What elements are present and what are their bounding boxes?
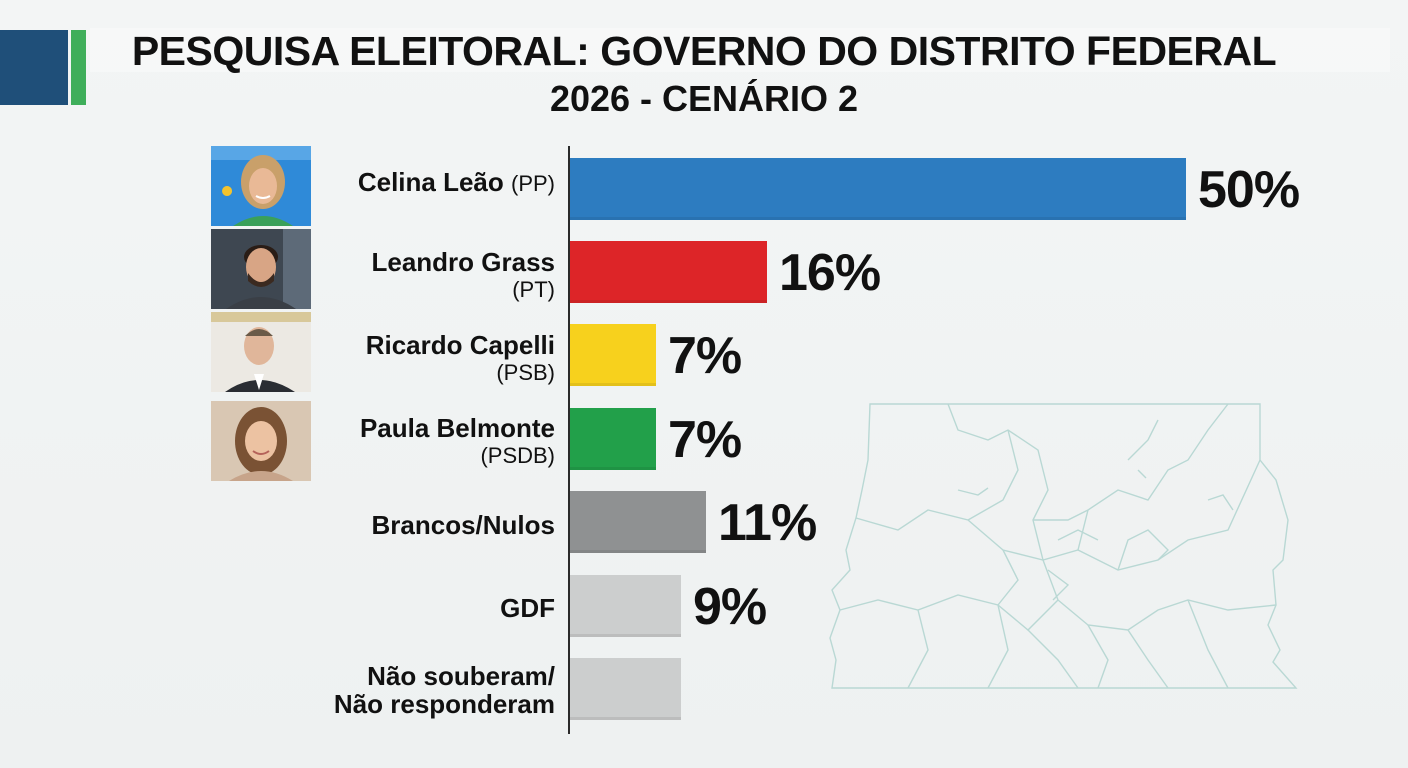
label-ricardo-capelli: Ricardo Capelli (PSB): [365, 330, 555, 385]
label-gdf: GDF: [500, 593, 555, 623]
bar-brancos-nulos: [570, 491, 706, 553]
value-label-celina-leao: 50%: [1198, 161, 1300, 219]
header-accent-block: [0, 30, 68, 105]
candidate-photo-celina-leao: [211, 146, 311, 226]
map-outline: [829, 403, 1298, 689]
bar-celina-leao: [570, 158, 1186, 220]
label-leandro-grass: Leandro Grass (PT): [371, 247, 555, 302]
df-map-icon: [829, 403, 1298, 689]
value-label-paula-belmonte: 7%: [668, 411, 742, 469]
page-title: PESQUISA ELEITORAL: GOVERNO DO DISTRITO …: [131, 28, 1277, 74]
label-celina-leao: Celina Leão (PP): [357, 167, 555, 197]
label-paula-belmonte: Paula Belmonte (PSDB): [359, 413, 555, 468]
label-nao-souberam: Não souberam/Não responderam: [333, 661, 555, 719]
value-label-leandro-grass: 16%: [779, 244, 881, 302]
bar-nao-souberam: [570, 658, 681, 720]
candidate-photo-ricardo-capelli: [211, 312, 311, 392]
candidate-photo-paula-belmonte: [211, 401, 311, 481]
value-label-ricardo-capelli: 7%: [668, 327, 742, 385]
bar-paula-belmonte: [570, 408, 656, 470]
chart-axis-line: [568, 146, 570, 734]
title-band: [90, 28, 1390, 72]
header-accent-stripe: [71, 30, 86, 105]
bar-leandro-grass: [570, 241, 767, 303]
candidate-photo-leandro-grass: [211, 229, 311, 309]
page-subtitle: 2026 - CENÁRIO 2: [549, 78, 859, 119]
label-brancos-nulos: Brancos/Nulos: [371, 510, 556, 540]
bar-ricardo-capelli: [570, 324, 656, 386]
value-label-brancos-nulos: 11%: [718, 494, 817, 552]
value-label-gdf: 9%: [693, 578, 767, 636]
bar-gdf: [570, 575, 681, 637]
